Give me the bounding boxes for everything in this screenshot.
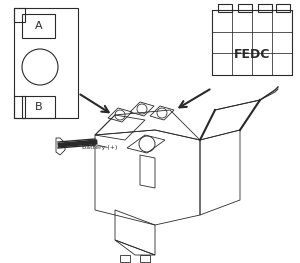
Bar	[14, 8, 25, 22]
Text: FEDC: FEDC	[234, 48, 270, 62]
Bar	[212, 10, 292, 75]
Bar	[238, 4, 252, 12]
Text: B: B	[35, 102, 43, 112]
Bar	[22, 14, 55, 38]
Bar	[276, 4, 290, 12]
Bar	[14, 8, 78, 118]
Text: Battery (+): Battery (+)	[82, 145, 117, 150]
Bar	[22, 96, 55, 118]
Bar	[258, 4, 272, 12]
Bar	[218, 4, 232, 12]
Bar	[14, 96, 25, 118]
Text: A: A	[35, 21, 43, 31]
